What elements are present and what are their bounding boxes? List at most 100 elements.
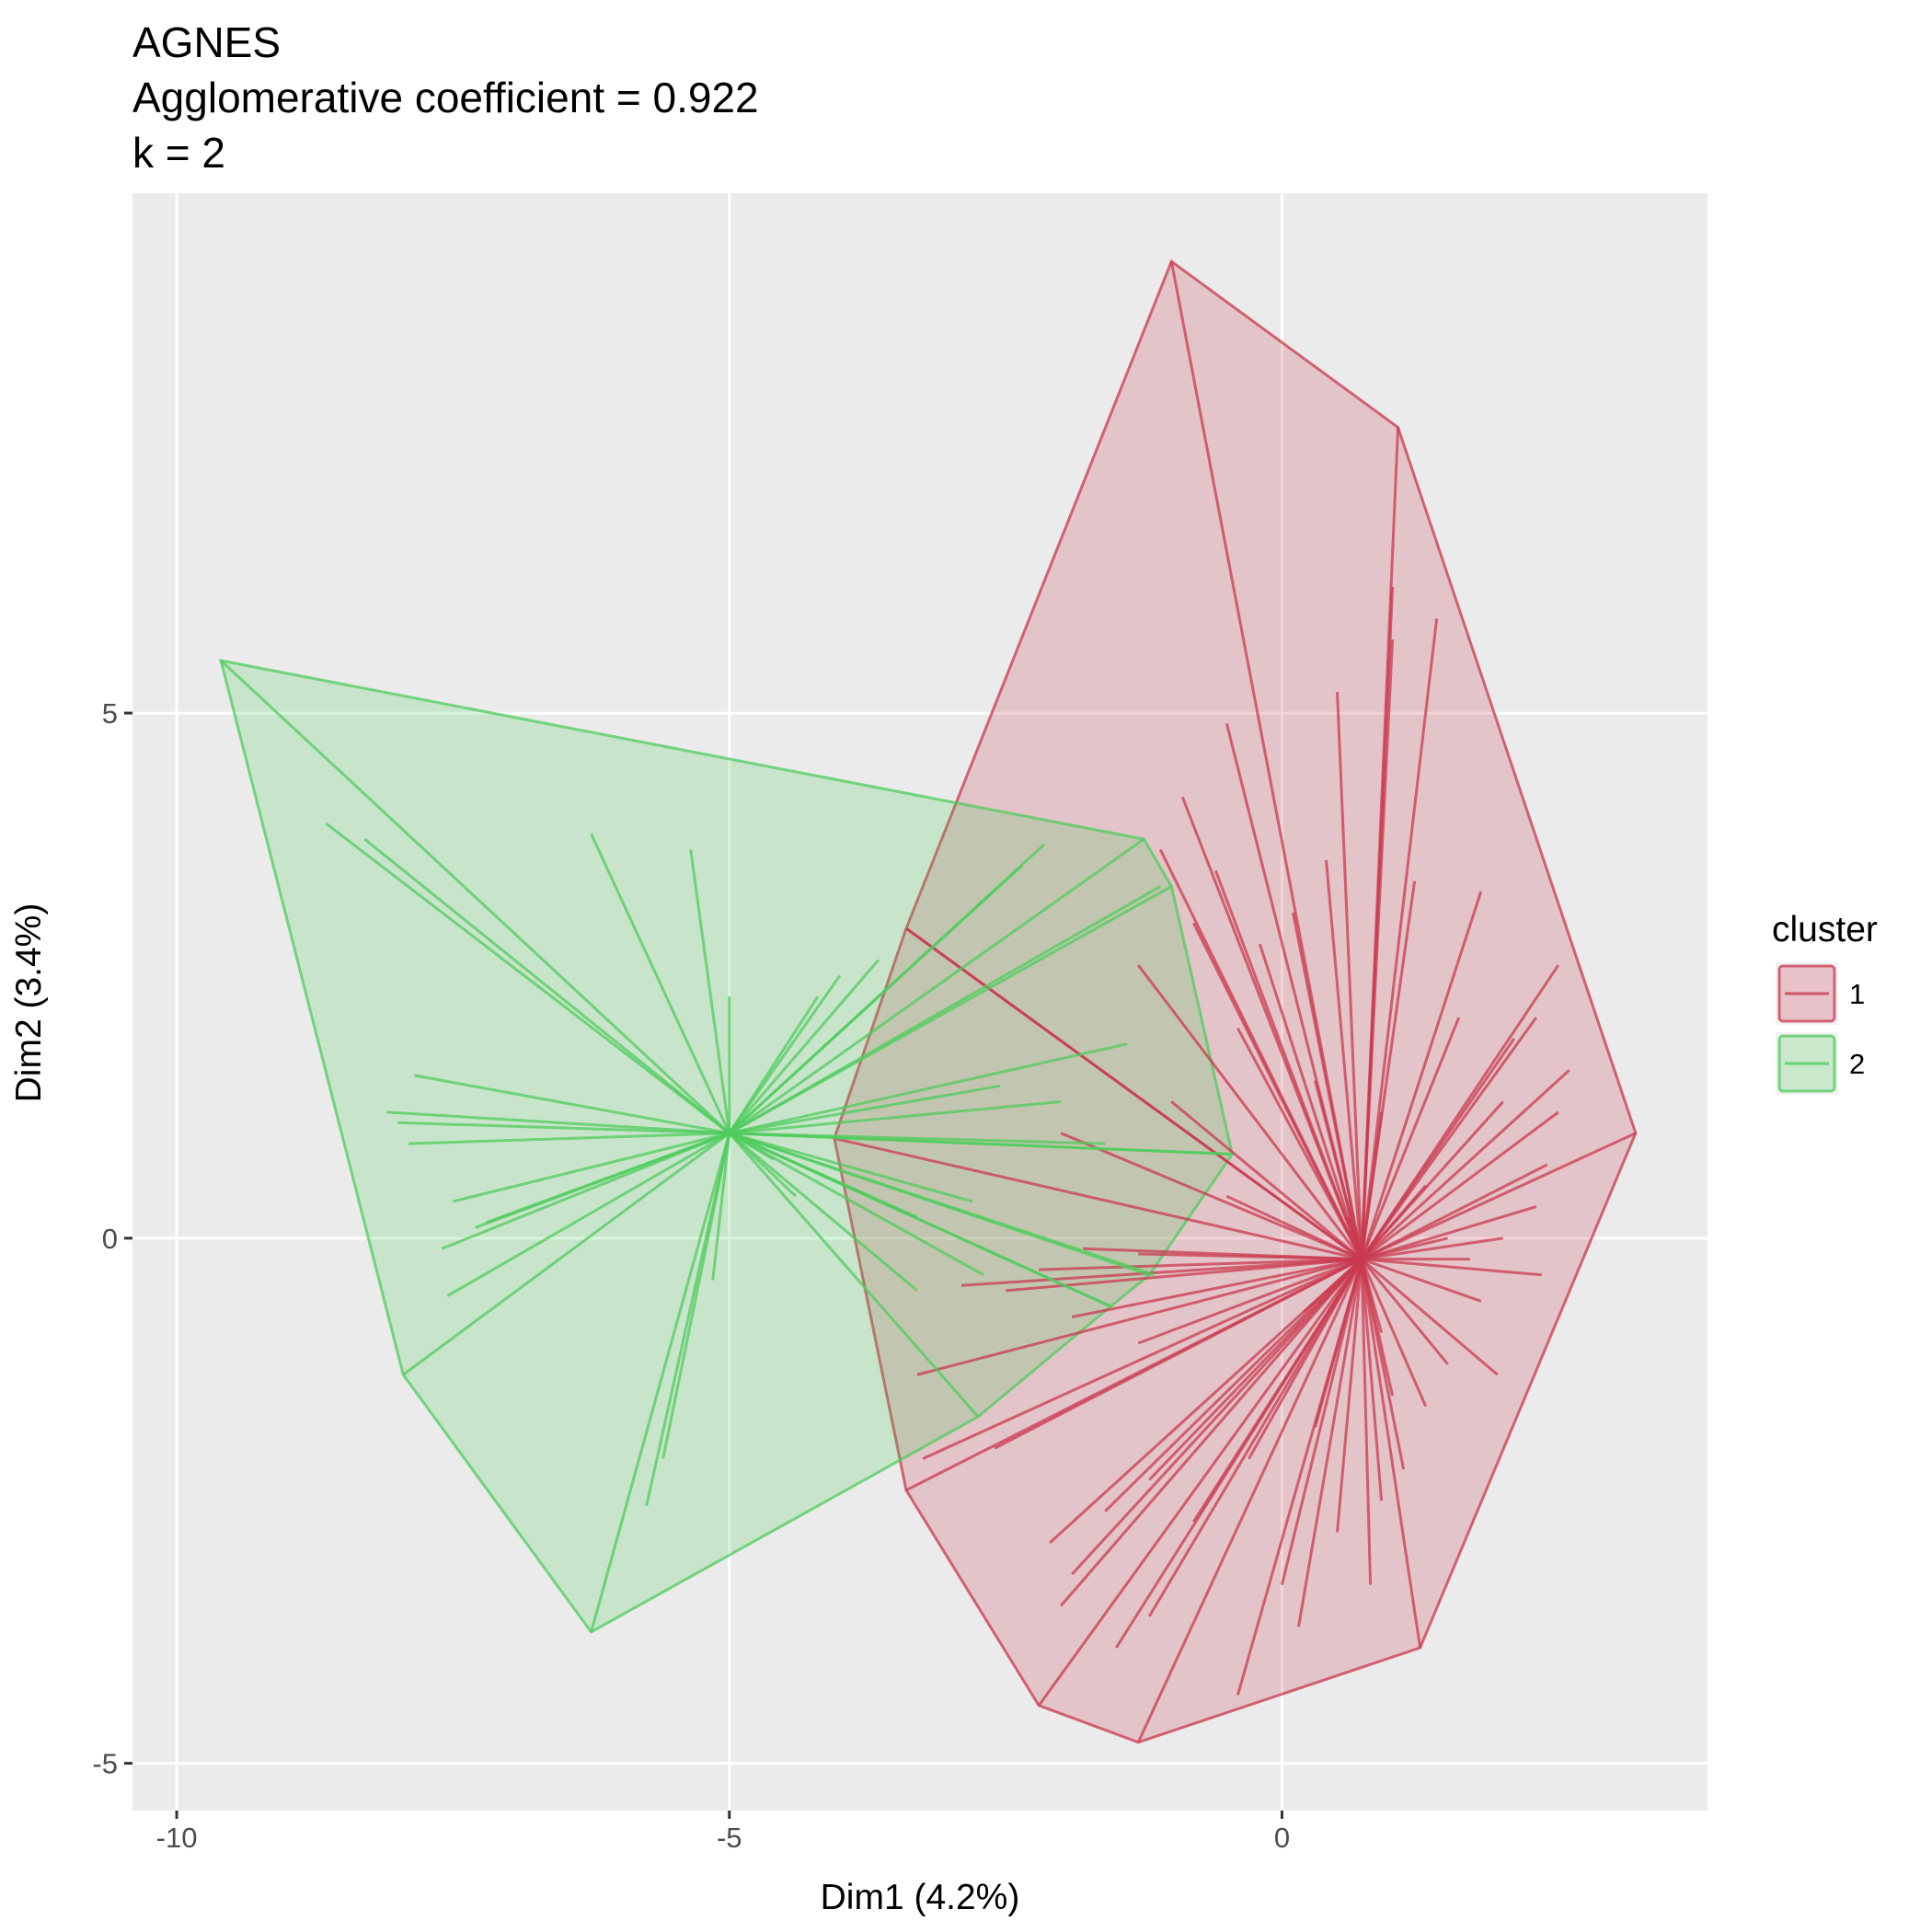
star-segment xyxy=(728,1132,918,1293)
star-segment xyxy=(441,1132,730,1250)
x-axis-title: Dim1 (4.2%) xyxy=(821,1878,1020,1917)
star-segment xyxy=(1336,692,1363,1259)
star-segment xyxy=(916,1258,1363,1376)
star-segment xyxy=(1236,1027,1363,1260)
star-segment xyxy=(1083,1247,1363,1261)
star-segment xyxy=(1360,427,1400,1259)
star-segment xyxy=(590,1133,731,1633)
star-segment xyxy=(729,1132,1150,1277)
star-segment xyxy=(1361,1163,1548,1261)
star-segment xyxy=(1360,1258,1499,1376)
segments-cluster-2 xyxy=(220,659,1233,1633)
star-segment xyxy=(1071,1258,1363,1576)
y-tick-label: 5 xyxy=(102,697,118,730)
star-segment xyxy=(220,659,730,1134)
x-tick-label: -5 xyxy=(717,1822,742,1854)
title-line-3: k = 2 xyxy=(132,129,225,177)
chart-title: AGNES Agglomerative coefficient = 0.922 … xyxy=(132,18,759,177)
star-segment xyxy=(1360,1184,1427,1260)
legend-key-1: 1 xyxy=(1776,962,1865,1025)
star-segment xyxy=(1360,891,1483,1260)
star-segment xyxy=(325,822,730,1134)
star-segment xyxy=(1170,1100,1363,1260)
star-segment xyxy=(1361,1110,1559,1260)
star-segment xyxy=(1169,260,1363,1259)
star-segment xyxy=(386,1110,730,1135)
star-segment xyxy=(1360,1259,1384,1501)
star-segment xyxy=(1314,1080,1363,1260)
star-segment xyxy=(728,959,880,1134)
star-segment xyxy=(834,1136,1363,1261)
star-segment xyxy=(728,995,820,1134)
star-segment xyxy=(729,885,1173,1135)
star-segment xyxy=(1361,1205,1537,1261)
star-segment xyxy=(729,1084,1001,1135)
star-segment xyxy=(1360,1259,1428,1408)
star-segment xyxy=(363,837,730,1134)
star-segment xyxy=(661,1133,731,1459)
star-segment xyxy=(1137,964,1363,1260)
axis-ticks: -10 -5 0 -5 0 5 xyxy=(92,697,1290,1854)
star-segment xyxy=(446,1132,730,1297)
star-segment xyxy=(729,1132,984,1277)
star-segment xyxy=(1060,1132,1363,1261)
star-segment xyxy=(905,926,1363,1260)
y-tick-label: -5 xyxy=(92,1748,118,1780)
star-segment xyxy=(1259,943,1363,1260)
star-segment xyxy=(1360,1038,1515,1260)
x-tick-label: -10 xyxy=(156,1822,198,1854)
star-segment xyxy=(1192,922,1363,1260)
title-line-1: AGNES xyxy=(132,18,281,66)
star-segment xyxy=(1037,1258,1363,1707)
star-segment xyxy=(1361,1236,1503,1261)
star-segment xyxy=(1360,1069,1570,1260)
title-line-2: Agglomerative coefficient = 0.922 xyxy=(132,74,759,121)
star-segment xyxy=(1148,1258,1363,1617)
star-segment xyxy=(729,1132,1111,1308)
star-segment xyxy=(729,1132,973,1203)
star-segment xyxy=(729,1042,1128,1135)
star-segment xyxy=(960,1258,1363,1287)
star-segment xyxy=(1314,1259,1363,1428)
star-segment xyxy=(1303,1258,1363,1313)
star-segment xyxy=(1360,1259,1373,1585)
star-segment xyxy=(453,1132,730,1203)
star-segment xyxy=(728,864,1024,1134)
legend-label: 2 xyxy=(1849,1048,1865,1080)
star-segment xyxy=(728,1132,980,1418)
star-segment xyxy=(1104,1258,1363,1512)
star-segment xyxy=(729,1099,1062,1135)
star-segment xyxy=(1361,1236,1449,1261)
legend-title: cluster xyxy=(1772,910,1878,949)
star-segment xyxy=(922,1258,1363,1460)
star-segment xyxy=(1281,1259,1363,1585)
star-segment xyxy=(408,1132,730,1145)
star-segment xyxy=(1325,859,1363,1259)
star-segment xyxy=(414,1074,730,1135)
star-segment xyxy=(728,837,1145,1134)
legend-key-2: 2 xyxy=(1776,1032,1865,1095)
star-segment xyxy=(402,1132,730,1376)
star-segment xyxy=(1360,1017,1461,1260)
star-segment xyxy=(1361,1258,1542,1277)
star-segment xyxy=(1360,1259,1384,1333)
star-segment xyxy=(1248,1258,1363,1460)
star-segment xyxy=(1360,618,1439,1259)
star-segments xyxy=(220,260,1637,1743)
star-segment xyxy=(1361,1258,1482,1303)
legend-label: 1 xyxy=(1849,978,1865,1010)
star-segment xyxy=(1148,1258,1363,1481)
star-segment xyxy=(397,1121,730,1135)
y-tick-label: 0 xyxy=(102,1223,118,1255)
star-segment xyxy=(1213,869,1363,1260)
star-segment xyxy=(1136,1259,1363,1743)
star-segment xyxy=(1297,1259,1363,1627)
star-segment xyxy=(1060,1258,1363,1607)
star-segment xyxy=(729,1132,1233,1156)
star-segment xyxy=(1360,1259,1422,1649)
star-segment xyxy=(689,849,731,1133)
star-segment xyxy=(1192,1258,1363,1523)
star-segment xyxy=(1039,1258,1363,1271)
star-segment xyxy=(1361,1132,1637,1261)
